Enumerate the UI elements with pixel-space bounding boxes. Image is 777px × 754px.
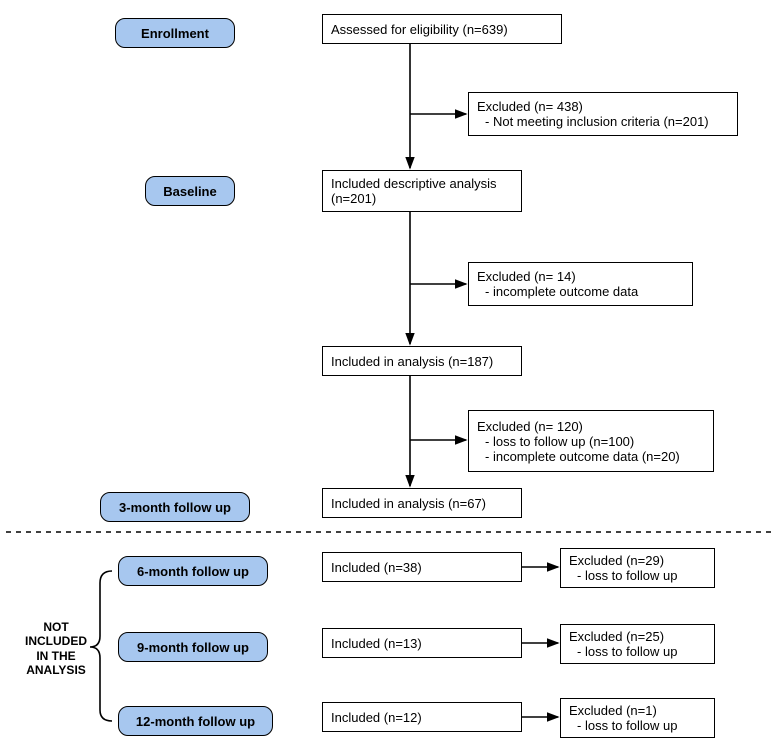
box-included-38: Included (n=38) <box>322 552 522 582</box>
box-excluded-4: Excluded (n=29) - loss to follow up <box>560 548 715 588</box>
box-excluded-1: Excluded (n= 438) - Not meeting inclusio… <box>468 92 738 136</box>
stage-enrollment: Enrollment <box>115 18 235 48</box>
box-excluded-6: Excluded (n=1) - loss to follow up <box>560 698 715 738</box>
stage-label: 6-month follow up <box>137 564 249 579</box>
box-item: - loss to follow up <box>569 718 706 733</box>
box-item: - incomplete outcome data (n=20) <box>477 449 705 464</box>
box-title: Excluded (n=29) <box>569 553 706 568</box>
box-excluded-3: Excluded (n= 120) - loss to follow up (n… <box>468 410 714 472</box>
stage-6-month: 6-month follow up <box>118 556 268 586</box>
box-title: Included descriptive analysis <box>331 176 513 191</box>
box-title: Excluded (n= 14) <box>477 269 684 284</box>
stage-label: 12-month follow up <box>136 714 255 729</box>
stage-baseline: Baseline <box>145 176 235 206</box>
box-item: - incomplete outcome data <box>477 284 684 299</box>
flowchart-canvas: Enrollment Baseline 3-month follow up 6-… <box>0 0 777 754</box>
box-title: Excluded (n= 438) <box>477 99 729 114</box>
stage-3-month: 3-month follow up <box>100 492 250 522</box>
box-item: - loss to follow up <box>569 568 706 583</box>
box-title: Excluded (n=25) <box>569 629 706 644</box>
box-item: - Not meeting inclusion criteria (n=201) <box>477 114 729 129</box>
box-title: Excluded (n=1) <box>569 703 706 718</box>
note-not-included: NOT INCLUDED IN THE ANALYSIS <box>16 620 96 678</box>
box-item: - loss to follow up <box>569 644 706 659</box>
box-included-12: Included (n=12) <box>322 702 522 732</box>
box-title: Included (n=12) <box>331 710 513 725</box>
stage-label: 9-month follow up <box>137 640 249 655</box>
box-title: Included in analysis (n=187) <box>331 354 513 369</box>
box-title: Excluded (n= 120) <box>477 419 705 434</box>
box-included-187: Included in analysis (n=187) <box>322 346 522 376</box>
box-item: - loss to follow up (n=100) <box>477 434 705 449</box>
stage-9-month: 9-month follow up <box>118 632 268 662</box>
stage-label: Baseline <box>163 184 216 199</box>
box-included-13: Included (n=13) <box>322 628 522 658</box>
box-title: Assessed for eligibility (n=639) <box>331 22 553 37</box>
box-included-descriptive: Included descriptive analysis (n=201) <box>322 170 522 212</box>
stage-12-month: 12-month follow up <box>118 706 273 736</box>
box-excluded-5: Excluded (n=25) - loss to follow up <box>560 624 715 664</box>
box-excluded-2: Excluded (n= 14) - incomplete outcome da… <box>468 262 693 306</box>
stage-label: 3-month follow up <box>119 500 231 515</box>
box-assessed: Assessed for eligibility (n=639) <box>322 14 562 44</box>
box-title: Included (n=38) <box>331 560 513 575</box>
box-subtitle: (n=201) <box>331 191 513 206</box>
stage-label: Enrollment <box>141 26 209 41</box>
box-included-67: Included in analysis (n=67) <box>322 488 522 518</box>
box-title: Included in analysis (n=67) <box>331 496 513 511</box>
box-title: Included (n=13) <box>331 636 513 651</box>
